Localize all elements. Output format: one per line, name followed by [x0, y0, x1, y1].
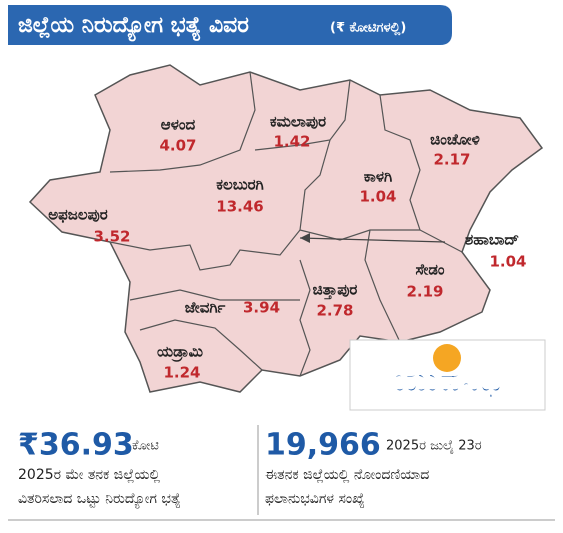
- logo-sun: [433, 344, 461, 372]
- region-name: ಕಾಳಗಿ: [364, 168, 392, 186]
- region-name: ಶಹಾಬಾದ್: [465, 231, 519, 249]
- region-value: 1.04: [359, 188, 396, 206]
- region-value: 1.42: [273, 133, 310, 151]
- region-name: ಕಮಲಾಪುರ: [270, 113, 326, 131]
- stat-line: ಈತನಕ ಜಿಲ್ಲೆಯಲ್ಲಿ ನೋಂದಣಿಯಾದ: [265, 467, 429, 483]
- region-name: ಜೇವರ್ಗಿ: [185, 299, 226, 317]
- region-name: ಯಡ್ರಾಮಿ: [157, 343, 203, 363]
- subtitle: (₹ ಕೋಟಿಗಳಲ್ಲಿ): [330, 21, 406, 37]
- region-value: 3.94: [243, 299, 280, 317]
- region-value: 1.24: [163, 364, 200, 382]
- region-value: 13.46: [216, 198, 263, 216]
- stat-number: 19,966: [265, 428, 381, 463]
- region-name: ಚಿಂಚೋಳಿ: [430, 131, 480, 149]
- region-name: ಚಿತ್ತಾಪುರ: [313, 281, 358, 301]
- pointer-arrow: [300, 233, 310, 243]
- logo-text: ಯುವನಿಧಿ: [392, 361, 502, 401]
- stat-line: ಫಲಾನುಭವಿಗಳ ಸಂಖ್ಯೆ: [265, 491, 365, 508]
- region-name: ಸೇಡಂ: [415, 261, 444, 279]
- region-name: ಆಳಂದ: [161, 116, 196, 134]
- region-name: ಕಲಬುರಗಿ: [216, 176, 264, 194]
- pointer-line: [299, 237, 446, 243]
- title: ಜಿಲ್ಲೆಯ ನಿರುದ್ಯೋಗ ಭತ್ಯೆ ವಿವರ: [18, 13, 249, 43]
- region-value: 1.04: [489, 253, 526, 271]
- region-value: 2.78: [316, 302, 353, 320]
- stat-line: ವಿತರಿಸಲಾದ ಒಟ್ಟು ನಿರುದ್ಯೋಗ ಭತ್ಯೆ: [18, 491, 181, 509]
- region-name: ಅಫಜಲಪುರ: [48, 206, 108, 224]
- title-banner: [8, 5, 452, 45]
- stat-number: ₹36.93: [18, 428, 134, 463]
- stat-unit: ಕೋಟಿ: [132, 439, 159, 454]
- stat-line: 2025ರ ಮೇ ತನಕ ಜಿಲ್ಲೆಯಲ್ಲಿ: [18, 467, 160, 483]
- region-value: 2.17: [433, 151, 470, 169]
- region-value: 2.19: [406, 283, 443, 301]
- taluk-borders: [109, 71, 463, 377]
- region-value: 4.07: [159, 137, 196, 155]
- region-value: 3.52: [93, 228, 130, 246]
- stat-unit: 2025ರ ಜುಲೈ 23ರ: [386, 439, 482, 454]
